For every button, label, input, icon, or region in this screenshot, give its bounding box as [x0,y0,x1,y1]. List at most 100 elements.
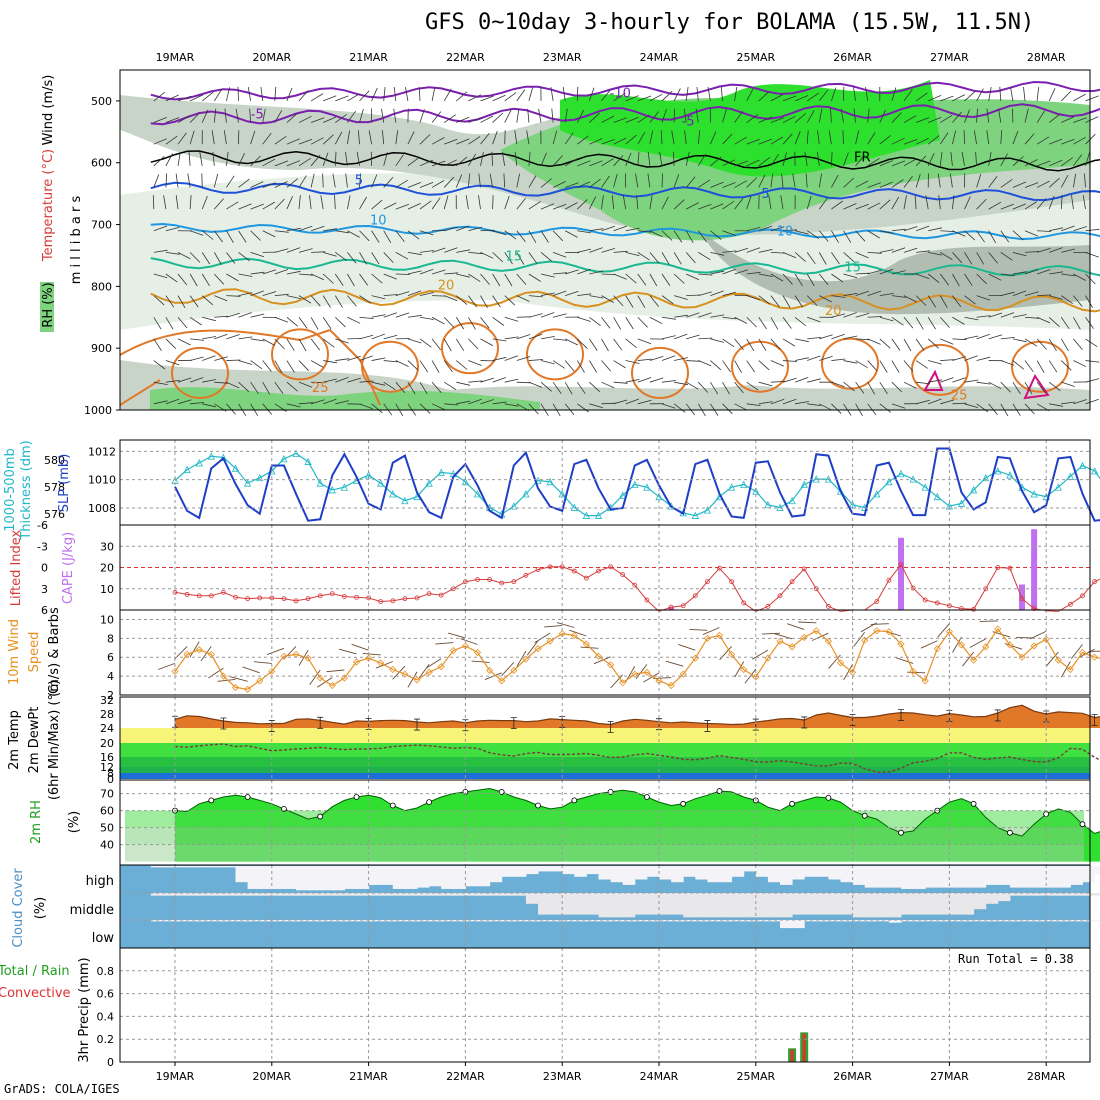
cloud-clear-cell [550,893,563,915]
wind-barb [371,295,386,300]
wind-barb [468,136,481,145]
wind-barb [214,198,224,210]
cloud-clear-cell [719,920,733,922]
wind-barb [468,398,482,405]
wind-barb [468,226,483,232]
cloud-clear-cell [259,866,273,889]
cloud-clear-cell [574,866,587,877]
wind-barb [504,109,512,123]
li-marker [184,592,190,597]
wind-barb [746,381,759,391]
surface-wind-barb [338,648,357,655]
wind-barb [286,247,301,253]
thickness-marker [776,503,784,511]
li-marker [729,579,734,585]
wind-barb [722,250,737,253]
temperature-line [174,704,1100,726]
cloud-clear-cell [780,866,793,885]
surface-wind-barb [501,662,515,677]
wind-speed-marker [195,646,203,654]
wind-barb [504,252,513,265]
wind-barb [407,290,422,297]
wind-barb [528,151,531,166]
wind-barb [1049,403,1064,407]
wind-barb [976,173,982,188]
wind-barb [153,338,162,351]
wind-barb [928,398,942,405]
wind-axis-label-3: (m/s) & Barbs [47,607,62,697]
wind-barb [383,312,398,318]
wind-speed-marker [667,681,675,690]
cloud-clear-cell [562,866,575,875]
wind-speed-marker [570,631,578,640]
wind-barb [794,252,806,262]
rh-marker [898,829,904,836]
wind-barb [661,380,676,383]
wind-speed-marker [728,650,736,658]
wind-barb [383,230,392,244]
wind-barb [224,108,227,123]
wind-barb [286,316,298,327]
wind-barb [734,360,742,373]
wind-barb [455,338,465,351]
wind-speed-marker [328,681,336,690]
wind-barb [1085,378,1100,383]
wind-barb [564,108,568,123]
wind-barb [975,151,977,166]
wind-barb [407,338,422,344]
wind-barb [637,131,646,145]
wind-barb [673,199,685,210]
wind-barb [577,268,591,275]
wind-barb [286,338,295,351]
wind-barb [201,252,211,265]
li-marker [511,579,517,585]
wind-barb [153,138,167,145]
cloud-clear-cell [162,866,176,868]
wind-barb [480,399,494,405]
cloud-clear-cell [937,866,950,888]
wind-barb [625,317,634,330]
wind-barb [383,152,388,166]
wind-barb [335,95,349,102]
wind-barb [1073,273,1086,281]
cloud-clear-cell [985,866,999,885]
cloud-clear-cell [828,893,841,915]
wind-barb [516,108,520,123]
wind-barb [165,173,168,188]
isotherm-freezing [150,150,1100,172]
wind-barb [891,196,900,210]
wind-barb [443,114,457,123]
surface-wind-barb [811,632,829,641]
wind-barb [927,135,940,145]
rh-marker [353,794,360,800]
wind-barb [274,338,285,350]
wind-barb [468,338,479,350]
wind-barb [565,202,578,210]
wind-barb [843,293,858,297]
wind-barb [999,86,1002,101]
wind-barb [952,316,965,325]
temp-contour-label: 25 [312,381,329,396]
temp-axis-label-2: 2m DewPt [27,707,42,774]
wind-barb [1036,316,1051,324]
cloud-clear-cell [417,920,430,922]
wind-barb [807,355,821,361]
wind-barb [345,173,348,188]
wind-barb [298,381,313,388]
wind-barb [710,156,722,167]
cloud-clear-cell [344,866,357,889]
wind-barb [226,381,240,389]
wind-barb [550,87,554,101]
cloud-clear-cell [429,920,442,922]
temp-minmax-bar [414,718,420,731]
wind-barb [286,270,301,275]
wind-barb [395,130,399,145]
wind-speed-marker [582,640,590,648]
cloud-clear-cell [731,866,745,877]
wind-barb [939,273,950,286]
wind-barb [456,225,470,232]
wind-barb [867,132,876,145]
surface-wind-barb [752,649,769,660]
wind-barb [891,316,904,326]
wind-barb [831,295,846,298]
